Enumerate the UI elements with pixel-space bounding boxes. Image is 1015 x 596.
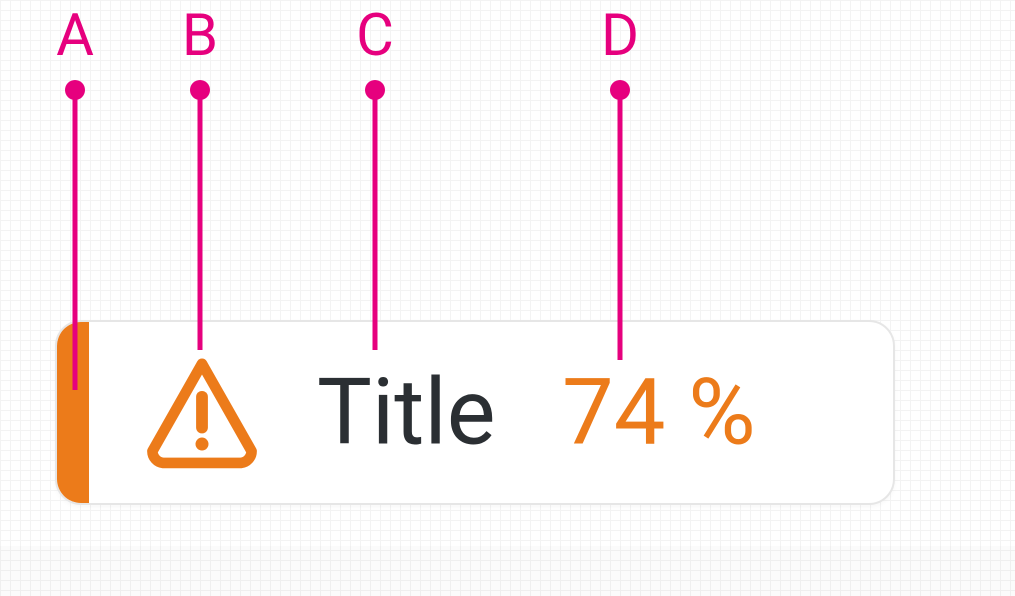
callout-line xyxy=(73,90,78,390)
callout-letter: D xyxy=(580,2,660,70)
card-title: Title xyxy=(317,359,496,466)
callout-line xyxy=(198,90,203,350)
callout-letter: A xyxy=(35,2,115,70)
callout-d: D xyxy=(580,0,660,360)
card-value: 74 % xyxy=(562,359,756,466)
callout-c: C xyxy=(335,0,415,350)
callout-line xyxy=(618,90,623,360)
callout-a: A xyxy=(35,0,115,390)
callout-line xyxy=(373,90,378,350)
warning-icon xyxy=(143,352,261,474)
callout-letter: C xyxy=(335,2,415,70)
callout-letter: B xyxy=(160,2,240,70)
callout-b: B xyxy=(160,0,240,350)
bottom-shade xyxy=(0,546,1015,596)
